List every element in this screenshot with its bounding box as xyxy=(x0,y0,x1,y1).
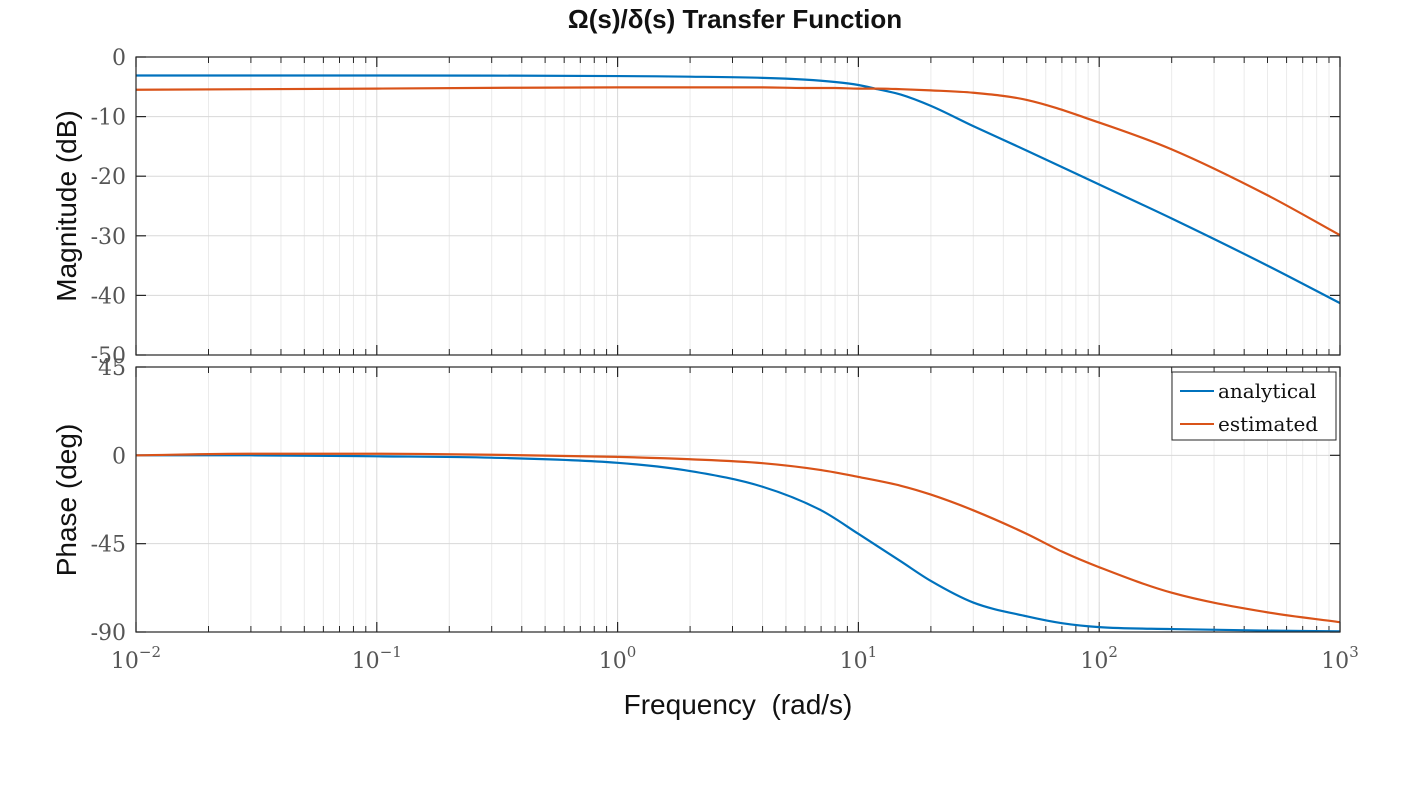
magnitude-y-tick-label: 0 xyxy=(112,46,126,71)
magnitude-series-group xyxy=(135,74,1341,305)
x-tick-label: 102 xyxy=(1080,643,1118,674)
x-tick-label: 100 xyxy=(599,643,637,674)
phase-series-estimated xyxy=(135,452,1341,624)
phase-y-tick-label: -90 xyxy=(91,621,126,646)
phase-y-tick-label: 0 xyxy=(112,444,126,469)
x-axis-ticks: 10−2 10−1 100 101 102 103 xyxy=(111,643,1359,674)
phase-axes-box xyxy=(135,366,1341,633)
legend-box xyxy=(1171,371,1337,441)
magnitude-y-tick-label: -10 xyxy=(91,106,126,131)
magnitude-y-ticks: 0 -10 -20 -30 -40 -50 xyxy=(91,46,126,369)
x-tick-label: 10−2 xyxy=(111,643,161,674)
x-tick-label: 101 xyxy=(840,643,878,674)
phase-grid xyxy=(135,366,1341,633)
magnitude-series-analytical xyxy=(136,74,1341,305)
magnitude-y-tick-label: -20 xyxy=(91,165,126,190)
magnitude-y-tick-label: -30 xyxy=(91,225,126,250)
phase-y-axis-label: Phase (deg) xyxy=(51,424,82,577)
phase-y-tick-label: 45 xyxy=(98,356,126,381)
phase-series-group xyxy=(135,452,1341,633)
magnitude-y-axis-label: Magnitude (dB) xyxy=(51,110,82,301)
phase-series-analytical xyxy=(136,454,1341,633)
phase-plot-area xyxy=(136,367,1340,632)
phase-panel: 45 0 -45 -90 Phase (deg) analytical estimat… xyxy=(51,356,1341,646)
legend: analytical estimated xyxy=(1171,371,1337,441)
magnitude-axes-box xyxy=(135,56,1341,356)
legend-label-estimated: estimated xyxy=(1218,412,1318,436)
magnitude-panel: 0 -10 -20 -30 -40 -50 Magnitude (dB) xyxy=(51,46,1341,369)
x-tick-label: 103 xyxy=(1321,643,1359,674)
magnitude-y-tick-label: -40 xyxy=(91,284,126,309)
magnitude-series-estimated xyxy=(135,86,1341,237)
phase-y-ticks: 45 0 -45 -90 xyxy=(91,356,126,646)
phase-y-tick-label: -45 xyxy=(91,533,126,558)
x-tick-label: 10−1 xyxy=(352,643,402,674)
chart-title: Ω(s)/δ(s) Transfer Function xyxy=(568,4,902,34)
magnitude-plot-area xyxy=(136,57,1340,355)
magnitude-y-tick-label: -50 xyxy=(91,344,126,369)
x-axis-label: Frequency (rad/s) xyxy=(624,689,853,720)
legend-label-analytical: analytical xyxy=(1218,379,1316,403)
